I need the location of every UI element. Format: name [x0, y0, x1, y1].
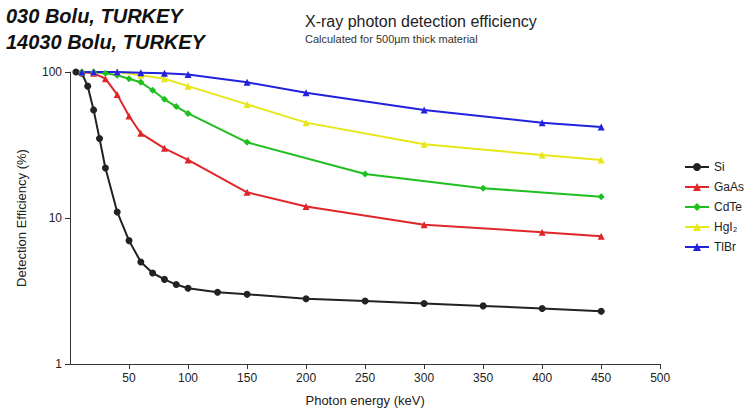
svg-text:030 Bolu, TURKEY: 030 Bolu, TURKEY: [6, 5, 184, 27]
svg-text:X-ray photon detection efficie: X-ray photon detection efficiency: [305, 13, 537, 30]
svg-text:GaAs: GaAs: [714, 180, 744, 194]
svg-text:Photon energy (keV): Photon energy (keV): [305, 393, 424, 408]
svg-text:10: 10: [49, 211, 63, 225]
svg-text:400: 400: [532, 371, 552, 385]
svg-text:200: 200: [296, 371, 316, 385]
svg-text:TlBr: TlBr: [714, 240, 736, 254]
svg-text:100: 100: [178, 371, 198, 385]
svg-text:100: 100: [42, 65, 62, 79]
svg-text:14030 Bolu, TURKEY: 14030 Bolu, TURKEY: [6, 31, 207, 53]
svg-text:Calculated for 500µm thick mat: Calculated for 500µm thick material: [305, 33, 478, 45]
svg-text:Detection Efficiency (%): Detection Efficiency (%): [14, 149, 29, 287]
svg-text:500: 500: [650, 371, 670, 385]
svg-text:150: 150: [237, 371, 257, 385]
svg-text:1: 1: [55, 357, 62, 371]
svg-text:CdTe: CdTe: [714, 200, 742, 214]
svg-text:Si: Si: [714, 160, 725, 174]
svg-text:350: 350: [473, 371, 493, 385]
svg-text:HgI₂: HgI₂: [714, 220, 738, 234]
svg-text:50: 50: [122, 371, 136, 385]
svg-text:300: 300: [414, 371, 434, 385]
svg-text:250: 250: [355, 371, 375, 385]
svg-text:450: 450: [591, 371, 611, 385]
